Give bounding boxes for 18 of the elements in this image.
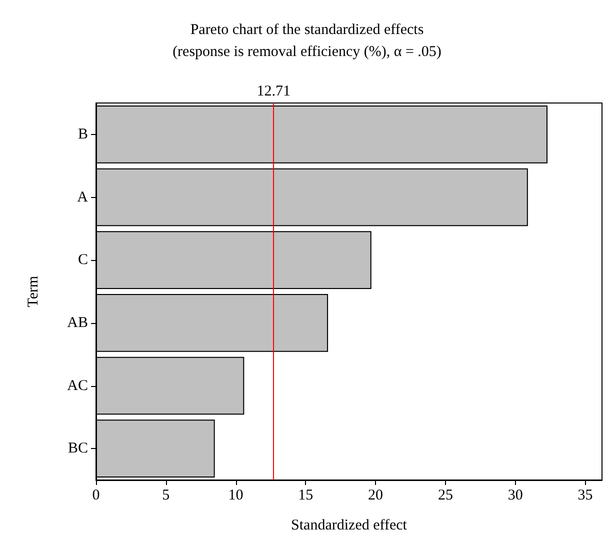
x-tick-label: 25 [438,488,453,504]
x-tick-label: 35 [578,488,593,504]
y-tick-label: C [78,252,88,268]
y-tick-label: A [77,189,88,206]
x-tick-label: 0 [92,488,100,504]
ref-line-label: 12.71 [256,84,291,100]
x-tick-label: 5 [162,488,170,504]
x-tick-label: 30 [508,488,523,504]
y-axis-title: Term [26,275,42,308]
x-tick-label: 20 [368,488,384,504]
chart-title: Pareto chart of the standardized effects (response is removal efficiency (%), α = .05) [172,22,442,60]
y-tick-label: AC [67,378,88,394]
y-tick-label: AB [67,314,88,331]
x-axis-title: Standardized effect [291,518,408,534]
x-tick-label: 10 [228,488,244,504]
y-tick-label: B [78,126,88,142]
x-tick-label: 15 [298,488,314,504]
y-tick-label: BC [68,440,88,457]
